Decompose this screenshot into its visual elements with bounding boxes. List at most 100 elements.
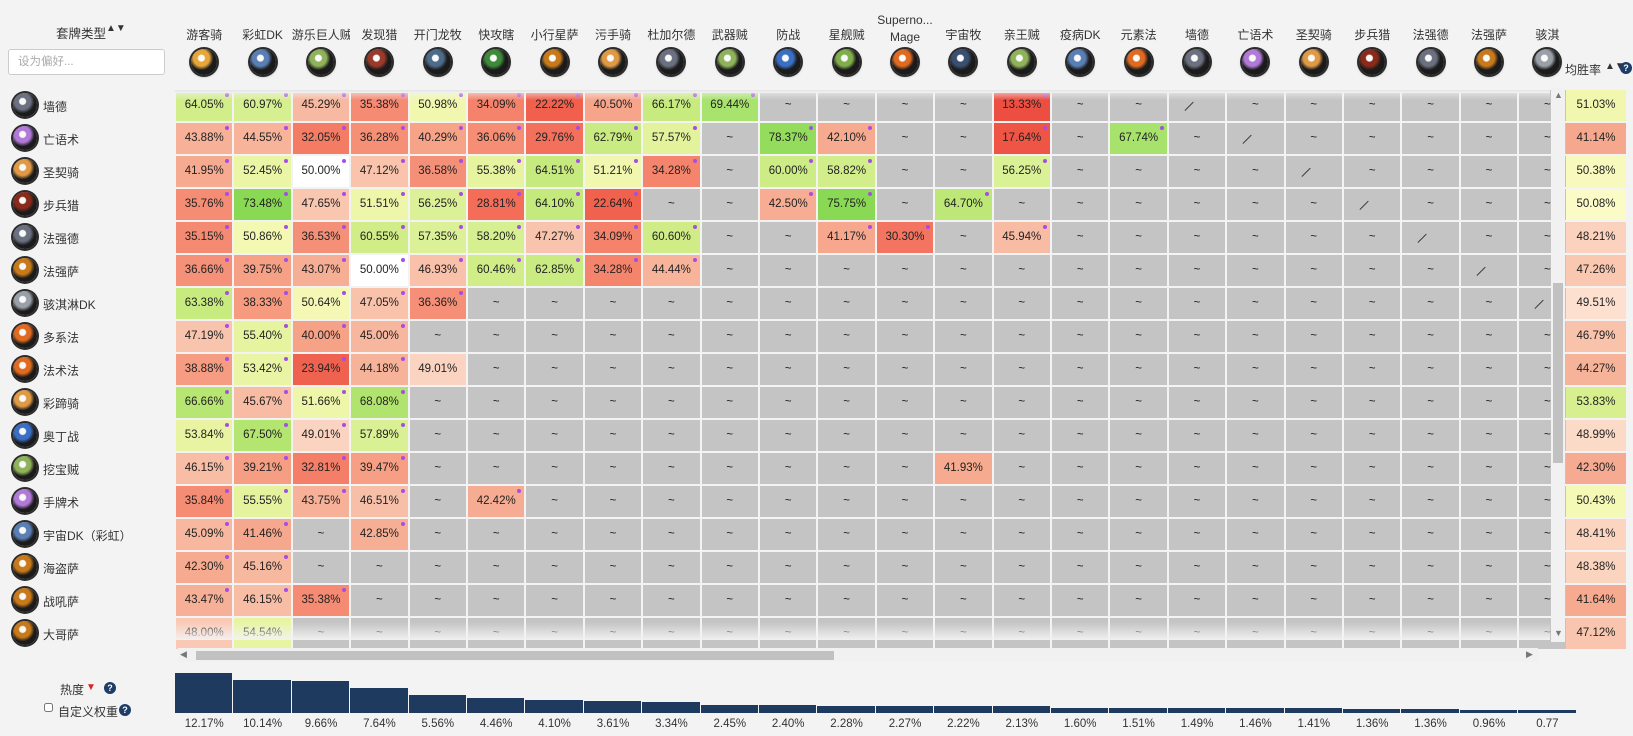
matchup-cell[interactable]: ~ — [1285, 618, 1342, 649]
matchup-cell[interactable]: 46.15% — [234, 585, 291, 616]
matchup-cell[interactable]: 41.95% — [176, 156, 233, 187]
column-name[interactable]: 发现猎 — [361, 28, 398, 42]
matchup-cell[interactable]: 36.28% — [351, 123, 408, 154]
matchup-cell[interactable]: 78.37% — [760, 123, 817, 154]
matchup-cell[interactable]: ~ — [1460, 156, 1518, 187]
matchup-cell[interactable]: ~ — [1110, 552, 1167, 583]
matchup-cell[interactable]: 48.00% — [176, 618, 233, 649]
mirror-cell[interactable] — [1168, 90, 1226, 121]
matchup-cell[interactable]: 69.44% — [701, 90, 758, 121]
matchup-cell[interactable]: ~ — [1052, 519, 1109, 550]
matchup-cell[interactable]: 66.66% — [176, 387, 233, 418]
matchup-cell[interactable]: ~ — [701, 387, 758, 418]
matchup-cell[interactable]: ~ — [876, 420, 934, 451]
matchup-cell[interactable]: 46.15% — [176, 453, 233, 484]
avg-winrate-cell[interactable]: 48.41% — [1566, 519, 1626, 550]
matchup-cell[interactable]: ~ — [876, 585, 934, 616]
matchup-cell[interactable]: ~ — [1168, 618, 1226, 649]
avg-winrate-cell[interactable]: 50.38% — [1566, 156, 1626, 187]
matchup-cell[interactable]: 45.09% — [176, 519, 233, 550]
matchup-cell[interactable]: 32.05% — [292, 123, 350, 154]
matchup-cell[interactable]: ~ — [818, 618, 875, 649]
matchup-cell[interactable]: ~ — [935, 156, 992, 187]
matchup-cell[interactable]: ~ — [818, 255, 875, 286]
matchup-cell[interactable]: ~ — [1110, 387, 1167, 418]
matchup-cell[interactable]: ~ — [584, 585, 642, 616]
avg-winrate-cell[interactable]: 47.26% — [1566, 255, 1626, 286]
matchup-cell[interactable]: ~ — [584, 618, 642, 649]
matchup-cell[interactable]: ~ — [526, 552, 583, 583]
row-name[interactable]: 奥丁战 — [43, 430, 80, 444]
matchup-cell[interactable]: 56.25% — [409, 189, 466, 220]
scroll-down-icon[interactable]: ▼ — [1554, 628, 1563, 638]
matchup-cell[interactable]: ~ — [526, 585, 583, 616]
matchup-cell[interactable]: 34.28% — [643, 156, 700, 187]
column-header[interactable]: 元素法 — [1109, 0, 1168, 90]
matchup-cell[interactable]: ~ — [760, 321, 817, 352]
matchup-cell[interactable]: ~ — [409, 618, 466, 649]
matchup-cell[interactable]: ~ — [818, 486, 875, 517]
column-header[interactable]: 亡语术 — [1226, 0, 1285, 90]
matchup-cell[interactable]: ~ — [409, 519, 466, 550]
matchup-cell[interactable]: 32.81% — [292, 453, 350, 484]
matchup-cell[interactable]: 55.40% — [234, 321, 291, 352]
column-name[interactable]: 疫病DK — [1059, 28, 1101, 42]
matchup-cell[interactable]: ~ — [1344, 552, 1401, 583]
matchup-cell[interactable]: ~ — [526, 486, 583, 517]
popularity-sort-icon[interactable]: ▼ — [86, 682, 96, 693]
matchup-cell[interactable]: ~ — [1285, 420, 1342, 451]
column-header[interactable]: 墙德 — [1167, 0, 1227, 90]
matchup-cell[interactable]: ~ — [1344, 618, 1401, 649]
matchup-cell[interactable]: ~ — [1402, 354, 1459, 385]
matchup-cell[interactable]: 47.05% — [351, 288, 408, 319]
matchup-cell[interactable]: ~ — [993, 486, 1050, 517]
matchup-cell[interactable]: ~ — [1285, 288, 1342, 319]
column-name[interactable]: 污手骑 — [594, 28, 631, 42]
matchup-cell[interactable]: ~ — [643, 585, 700, 616]
matchup-cell[interactable]: ~ — [993, 519, 1050, 550]
matchup-cell[interactable]: ~ — [1402, 420, 1459, 451]
matchup-cell[interactable]: 36.53% — [292, 222, 350, 253]
matchup-cell[interactable]: 34.09% — [468, 90, 525, 121]
row-name[interactable]: 法强萨 — [43, 265, 80, 279]
matchup-cell[interactable]: 60.60% — [643, 222, 700, 253]
matchup-cell[interactable]: ~ — [526, 354, 583, 385]
avg-sort-icon[interactable]: ▲▼ — [1605, 61, 1625, 72]
matchup-cell[interactable]: ~ — [584, 519, 642, 550]
matchup-cell[interactable]: ~ — [1227, 585, 1284, 616]
mirror-cell[interactable] — [1402, 222, 1459, 253]
matchup-cell[interactable]: ~ — [468, 453, 525, 484]
matchup-cell[interactable]: 47.19% — [176, 321, 233, 352]
matchup-cell[interactable]: ~ — [935, 585, 992, 616]
matchup-cell[interactable]: 47.65% — [292, 189, 350, 220]
matchup-cell[interactable]: ~ — [1052, 123, 1109, 154]
matchup-cell[interactable]: ~ — [1344, 321, 1401, 352]
matchup-cell[interactable]: ~ — [818, 519, 875, 550]
matchup-cell[interactable]: ~ — [701, 618, 758, 649]
matchup-cell[interactable]: ~ — [409, 321, 466, 352]
matchup-cell[interactable]: 52.45% — [234, 156, 291, 187]
matchup-cell[interactable]: 35.38% — [292, 585, 350, 616]
matchup-cell[interactable]: ~ — [1110, 90, 1167, 121]
column-header[interactable]: 圣契骑 — [1284, 0, 1343, 90]
matchup-cell[interactable]: ~ — [1168, 321, 1226, 352]
matchup-cell[interactable]: 73.48% — [234, 189, 291, 220]
matchup-cell[interactable]: ~ — [701, 585, 758, 616]
column-header[interactable]: 发现猎 — [350, 0, 409, 90]
row-header[interactable]: 手牌术 — [0, 485, 175, 518]
matchup-cell[interactable]: ~ — [993, 288, 1050, 319]
matchup-cell[interactable]: ~ — [935, 222, 992, 253]
matchup-cell[interactable]: ~ — [643, 288, 700, 319]
matchup-cell[interactable]: 75.75% — [818, 189, 875, 220]
matchup-cell[interactable]: ~ — [1110, 222, 1167, 253]
matchup-cell[interactable]: 42.85% — [351, 519, 408, 550]
matchup-cell[interactable]: 36.36% — [409, 288, 466, 319]
matchup-cell[interactable]: ~ — [526, 453, 583, 484]
matchup-cell[interactable]: ~ — [1168, 255, 1226, 286]
matchup-cell[interactable]: 35.38% — [351, 90, 408, 121]
matchup-cell[interactable]: ~ — [1285, 519, 1342, 550]
matchup-cell[interactable]: ~ — [818, 288, 875, 319]
matchup-cell[interactable]: ~ — [1227, 156, 1284, 187]
horizontal-scroll-thumb[interactable] — [196, 651, 834, 660]
matchup-cell[interactable]: ~ — [584, 387, 642, 418]
